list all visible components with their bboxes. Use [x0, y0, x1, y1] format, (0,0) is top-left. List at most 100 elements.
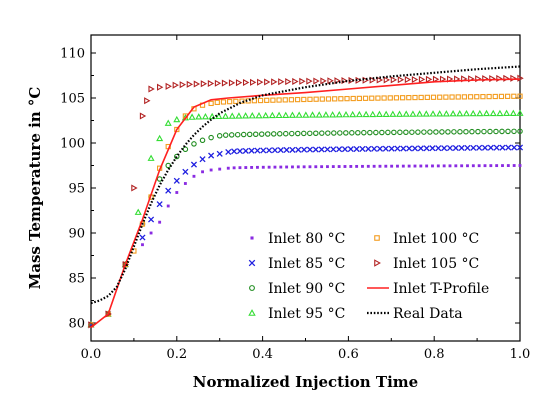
data-point [179, 81, 187, 89]
data-point [188, 113, 196, 120]
data-point [493, 128, 499, 135]
data-point [391, 129, 397, 136]
data-point [332, 96, 338, 102]
data-point [341, 146, 349, 153]
legend-label: Inlet T-Profile [393, 281, 489, 297]
data-point [505, 93, 511, 99]
y-tick-label: 105 [60, 92, 85, 107]
data-point [389, 110, 397, 117]
data-point [258, 131, 265, 137]
data-point [295, 111, 303, 118]
data-point [517, 128, 523, 135]
data-point [139, 112, 147, 120]
data-point [234, 131, 241, 138]
data-point [365, 145, 372, 152]
data-point [402, 110, 410, 117]
data-point [275, 111, 283, 119]
data-point [455, 94, 461, 100]
data-point [157, 83, 164, 91]
data-point [487, 128, 493, 135]
data-point [423, 145, 430, 152]
data-point [406, 145, 413, 152]
data-point [366, 164, 370, 168]
data-point [172, 81, 179, 89]
data-point [313, 96, 319, 102]
data-point [208, 100, 214, 107]
data-point [250, 166, 254, 169]
data-point [325, 96, 332, 102]
data-point [329, 111, 337, 118]
data-point [384, 164, 388, 168]
data-point [254, 147, 261, 154]
data-point [433, 129, 439, 135]
data-point [242, 112, 250, 119]
data-point [250, 236, 254, 240]
data-point [518, 164, 522, 167]
legend-item: Inlet T-Profile [367, 281, 489, 297]
data-point [349, 165, 353, 168]
data-point [207, 79, 215, 88]
data-point [421, 129, 427, 135]
data-point [378, 164, 382, 168]
data-point [401, 164, 405, 168]
data-point [131, 184, 138, 192]
data-point [257, 97, 264, 104]
data-point [158, 220, 162, 224]
data-point [436, 164, 440, 168]
data-point [268, 111, 276, 119]
data-point [431, 164, 434, 168]
data-point [498, 93, 505, 100]
data-point [165, 187, 172, 194]
legend-label: Inlet 85 °C [268, 256, 345, 272]
data-point [248, 147, 255, 154]
data-point [282, 111, 290, 118]
x-axis-title: Normalized Injection Time [193, 373, 418, 391]
data-point [238, 166, 242, 170]
data-point [318, 146, 325, 153]
y-tick-label: 110 [60, 47, 85, 62]
data-point [173, 115, 181, 123]
data-point [415, 129, 421, 135]
data-point [505, 128, 511, 135]
data-point [511, 128, 517, 135]
data-point [511, 93, 517, 99]
data-point [382, 145, 389, 152]
data-point [295, 146, 302, 153]
data-point [309, 111, 317, 118]
data-point [190, 161, 198, 168]
data-point [359, 145, 366, 153]
data-point [416, 110, 424, 117]
data-point [295, 130, 301, 137]
data-point [375, 95, 381, 101]
data-point [147, 154, 155, 161]
data-point [182, 146, 189, 153]
data-point [471, 164, 475, 168]
data-point [233, 98, 239, 104]
data-point [235, 112, 243, 119]
data-point [264, 97, 270, 103]
data-point [301, 96, 307, 103]
data-point [208, 134, 214, 141]
data-point [149, 231, 153, 235]
data-point [192, 174, 196, 178]
data-point [320, 77, 327, 85]
data-point [403, 129, 409, 136]
data-point [294, 96, 301, 103]
data-point [430, 94, 437, 100]
legend-item: Real Data [367, 306, 463, 322]
data-point [439, 75, 447, 83]
data-point [216, 150, 223, 157]
data-point [283, 146, 290, 154]
data-point [429, 110, 437, 117]
y-tick-label: 95 [68, 182, 85, 197]
data-point [411, 145, 419, 152]
data-point [337, 165, 341, 168]
data-point [218, 167, 222, 171]
data-point [454, 164, 458, 168]
y-tick-label: 100 [60, 137, 85, 152]
data-point [331, 165, 335, 169]
data-point [400, 145, 407, 152]
data-point [355, 129, 361, 136]
data-point [379, 129, 385, 136]
data-point [242, 78, 250, 87]
